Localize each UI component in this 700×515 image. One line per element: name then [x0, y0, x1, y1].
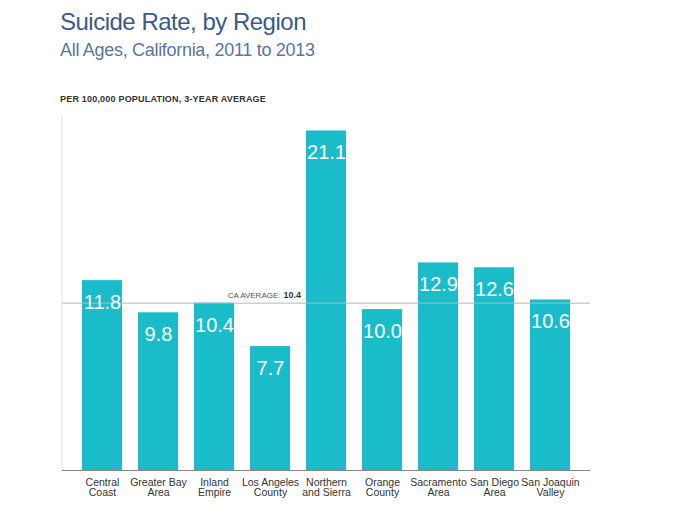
- svg-text:CA AVERAGE:: CA AVERAGE:: [228, 291, 281, 300]
- svg-text:10.0: 10.0: [363, 320, 402, 342]
- svg-text:OrangeCounty: OrangeCounty: [365, 476, 400, 499]
- svg-text:12.9: 12.9: [419, 273, 458, 295]
- svg-text:9.8: 9.8: [145, 323, 173, 345]
- svg-text:Los AngelesCounty: Los AngelesCounty: [242, 476, 299, 499]
- svg-text:7.7: 7.7: [257, 357, 285, 379]
- svg-text:Northernand Sierra: Northernand Sierra: [302, 476, 351, 499]
- svg-text:12.6: 12.6: [475, 278, 514, 300]
- svg-text:10.6: 10.6: [531, 310, 570, 332]
- html-text:Suicide Rate, by Region: Suicide Rate, by Region: [60, 8, 306, 35]
- svg-text:InlandEmpire: InlandEmpire: [198, 476, 231, 499]
- svg-text:San DiegoArea: San DiegoArea: [470, 476, 519, 499]
- svg-text:Greater BayArea: Greater BayArea: [130, 476, 187, 499]
- html-text:All Ages, California, 2011 to: All Ages, California, 2011 to 2013: [60, 40, 315, 60]
- html-text:PER 100,000 POPULATION, 3-YEAR: PER 100,000 POPULATION, 3-YEAR AVERAGE: [60, 94, 266, 104]
- svg-text:CentralCoast: CentralCoast: [86, 476, 120, 499]
- svg-text:11.8: 11.8: [84, 291, 121, 313]
- svg-text:San JoaquinValley: San JoaquinValley: [521, 476, 580, 499]
- svg-text:10.4: 10.4: [284, 290, 302, 300]
- svg-text:10.4: 10.4: [195, 314, 234, 336]
- svg-text:SacramentoArea: SacramentoArea: [410, 476, 467, 499]
- svg-text:21.1: 21.1: [307, 141, 346, 163]
